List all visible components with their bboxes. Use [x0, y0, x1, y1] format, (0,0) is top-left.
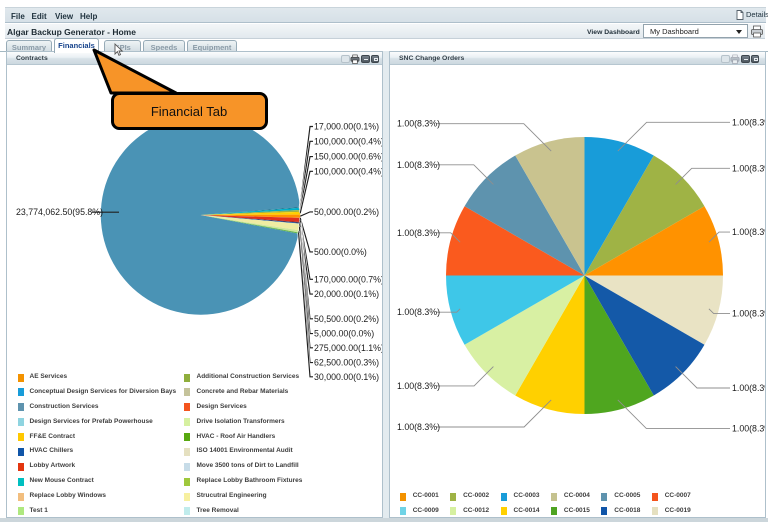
- svg-text:1.00(8.3%): 1.00(8.3%): [397, 307, 440, 317]
- svg-text:1.00(8.3%): 1.00(8.3%): [732, 383, 766, 393]
- svg-text:1.00(8.3%): 1.00(8.3%): [732, 227, 766, 237]
- svg-text:20,000.00(0.1%): 20,000.00(0.1%): [314, 289, 379, 299]
- svg-text:500.00(0.0%): 500.00(0.0%): [314, 247, 367, 257]
- svg-text:30,000.00(0.1%): 30,000.00(0.1%): [314, 372, 379, 382]
- svg-text:1.00(8.3%): 1.00(8.3%): [397, 160, 440, 170]
- svg-text:50,500.00(0.2%): 50,500.00(0.2%): [314, 314, 379, 324]
- svg-text:17,000.00(0.1%): 17,000.00(0.1%): [314, 122, 379, 132]
- svg-text:1.00(8.3%): 1.00(8.3%): [397, 381, 440, 391]
- svg-text:1.00(8.3%): 1.00(8.3%): [397, 119, 440, 129]
- svg-text:1.00(8.3%): 1.00(8.3%): [397, 422, 440, 432]
- svg-text:100,000.00(0.4%): 100,000.00(0.4%): [314, 136, 383, 146]
- svg-text:100,000.00(0.4%): 100,000.00(0.4%): [314, 166, 383, 176]
- svg-text:150,000.00(0.6%): 150,000.00(0.6%): [314, 152, 383, 162]
- svg-text:50,000.00(0.2%): 50,000.00(0.2%): [314, 207, 379, 217]
- svg-text:1.00(8.3%): 1.00(8.3%): [732, 423, 766, 433]
- svg-text:62,500.00(0.3%): 62,500.00(0.3%): [314, 358, 379, 368]
- svg-text:1.00(8.3%): 1.00(8.3%): [397, 228, 440, 238]
- svg-text:1.00(8.3%): 1.00(8.3%): [732, 117, 766, 127]
- svg-text:5,000.00(0.0%): 5,000.00(0.0%): [314, 329, 374, 339]
- svg-text:1.00(8.3%): 1.00(8.3%): [732, 163, 766, 173]
- svg-text:1.00(8.3%): 1.00(8.3%): [732, 309, 766, 319]
- svg-text:275,000.00(1.1%): 275,000.00(1.1%): [314, 343, 383, 353]
- svg-text:23,774,062.50(95.8%): 23,774,062.50(95.8%): [16, 207, 103, 217]
- svg-text:170,000.00(0.7%): 170,000.00(0.7%): [314, 274, 383, 284]
